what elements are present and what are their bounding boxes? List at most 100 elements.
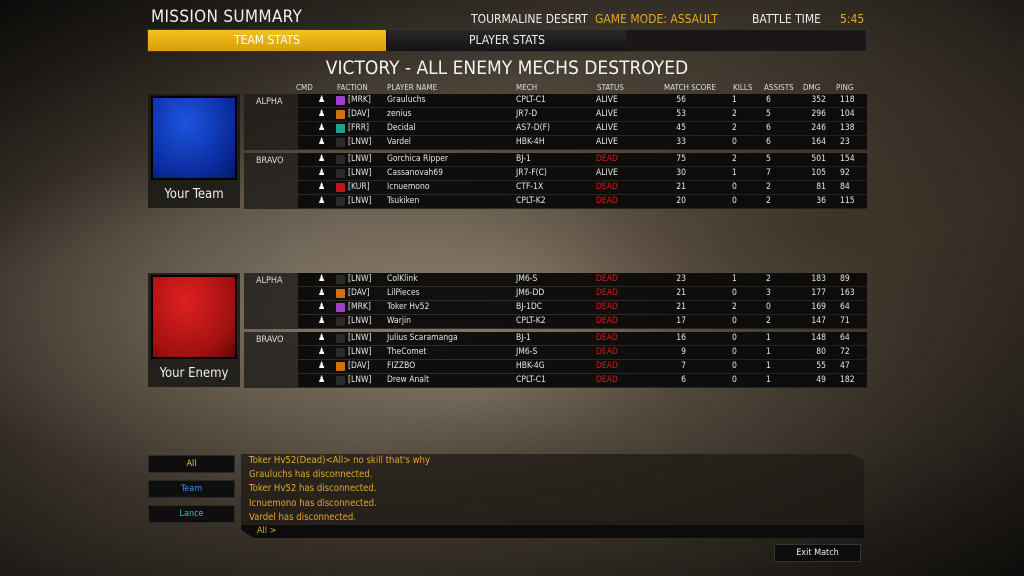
kills: 0 — [732, 333, 737, 343]
match-score: 16 — [676, 333, 686, 343]
player-row[interactable]: ♟ [LNW] Gorchica Ripper BJ-1 DEAD 75 2 5… — [298, 153, 867, 166]
match-score: 21 — [676, 182, 686, 192]
mech: JM6-S — [516, 274, 538, 284]
player-row[interactable]: ♟ [LNW] ColKlink JM6-S DEAD 23 1 2 183 8… — [298, 273, 867, 286]
match-score: 45 — [676, 123, 686, 133]
player-row[interactable]: ♟ [LNW] Tsukiken CPLT-K2 DEAD 20 0 2 36 … — [298, 195, 867, 208]
kills: 1 — [732, 274, 737, 284]
team-flag — [151, 96, 237, 180]
cmd-slot — [298, 122, 314, 135]
player-row[interactable]: ♟ [LNW] Cassanovah69 JR7-F(C) ALIVE 30 1… — [298, 167, 867, 180]
player-name: Tsukiken — [387, 196, 420, 206]
damage: 55 — [816, 361, 826, 371]
assists: 0 — [766, 302, 771, 312]
kills: 0 — [732, 288, 737, 298]
player-row[interactable]: ♟ [DAV] LilPieces JM6-DD DEAD 21 0 3 177… — [298, 287, 867, 300]
kills: 0 — [732, 316, 737, 326]
kills: 0 — [732, 182, 737, 192]
player-row[interactable]: ♟ [LNW] Julius Scaramanga BJ-1 DEAD 16 0… — [298, 332, 867, 345]
player-row[interactable]: ♟ [DAV] zenius JR7-D ALIVE 53 2 5 296 10… — [298, 108, 867, 121]
player-icon: ♟ — [318, 347, 326, 357]
damage: 183 — [811, 274, 826, 284]
damage: 105 — [811, 168, 826, 178]
faction-icon — [336, 275, 345, 284]
cmd-slot — [298, 301, 314, 314]
lance-name: BRAVO — [256, 156, 284, 166]
faction-tag: [LNW] — [348, 316, 372, 326]
ping: 23 — [840, 137, 850, 147]
damage: 49 — [816, 375, 826, 385]
kills: 2 — [732, 123, 737, 133]
status: ALIVE — [596, 95, 618, 105]
lance-alpha: ALPHA ♟ [LNW] ColKlink JM6-S DEAD 23 1 2… — [244, 273, 867, 329]
faction-icon — [336, 197, 345, 206]
kills: 2 — [732, 154, 737, 164]
chat-channel-team-button[interactable]: Team — [148, 480, 235, 498]
damage: 148 — [811, 333, 826, 343]
status: DEAD — [596, 182, 618, 192]
chat-channel-all-button[interactable]: All — [148, 455, 235, 473]
assists: 2 — [766, 274, 771, 284]
lance-name: BRAVO — [256, 335, 284, 345]
assists: 1 — [766, 361, 771, 371]
player-name: ColKlink — [387, 274, 418, 284]
damage: 246 — [811, 123, 826, 133]
assists: 7 — [766, 168, 771, 178]
mech: CPLT-C1 — [516, 95, 546, 105]
player-row[interactable]: ♟ [LNW] Drew Analt CPLT-C1 DEAD 6 0 1 49… — [298, 374, 867, 387]
player-row[interactable]: ♟ [MRK] Grauluchs CPLT-C1 ALIVE 56 1 6 3… — [298, 94, 867, 107]
ping: 72 — [840, 347, 850, 357]
mech: JM6-DD — [516, 288, 545, 298]
mech: CPLT-C1 — [516, 375, 546, 385]
player-row[interactable]: ♟ [DAV] FIZZBO HBK-4G DEAD 7 0 1 55 47 — [298, 360, 867, 373]
column-header: ASSISTS — [764, 83, 794, 92]
kills: 2 — [732, 302, 737, 312]
faction-tag: [MRK] — [348, 95, 371, 105]
faction-icon — [336, 124, 345, 133]
assists: 2 — [766, 182, 771, 192]
team-label: Your Enemy — [159, 366, 229, 381]
player-row[interactable]: ♟ [LNW] Vardel HBK-4H ALIVE 33 0 6 164 2… — [298, 136, 867, 149]
faction-icon — [336, 183, 345, 192]
player-name: TheComet — [387, 347, 427, 357]
player-icon: ♟ — [318, 196, 326, 206]
player-name: Warjin — [387, 316, 411, 326]
player-row[interactable]: ♟ [LNW] Warjin CPLT-K2 DEAD 17 0 2 147 7… — [298, 315, 867, 328]
column-header: KILLS — [733, 83, 753, 92]
mech: JR7-F(C) — [516, 168, 547, 178]
player-row[interactable]: ♟ [MRK] Toker Hv52 BJ-1DC DEAD 21 2 0 16… — [298, 301, 867, 314]
assists: 1 — [766, 333, 771, 343]
match-score: 33 — [676, 137, 686, 147]
map-name: TOURMALINE DESERT — [471, 12, 588, 26]
status: ALIVE — [596, 123, 618, 133]
tab-team-stats[interactable]: TEAM STATS — [148, 30, 386, 51]
player-icon: ♟ — [318, 137, 326, 147]
match-score: 56 — [676, 95, 686, 105]
faction-tag: [LNW] — [348, 347, 372, 357]
kills: 0 — [732, 361, 737, 371]
exit-match-button[interactable]: Exit Match — [774, 544, 861, 562]
faction-tag: [LNW] — [348, 168, 372, 178]
status: DEAD — [596, 333, 618, 343]
player-row[interactable]: ♟ [LNW] TheComet JM6-S DEAD 9 0 1 80 72 — [298, 346, 867, 359]
ping: 47 — [840, 361, 850, 371]
lance-alpha: ALPHA ♟ [MRK] Grauluchs CPLT-C1 ALIVE 56… — [244, 94, 867, 150]
faction-icon — [336, 169, 345, 178]
cmd-slot — [298, 108, 314, 121]
chat-channel-lance-button[interactable]: Lance — [148, 505, 235, 523]
column-header: PLAYER NAME — [387, 83, 438, 92]
ping: 163 — [840, 288, 855, 298]
status: DEAD — [596, 302, 618, 312]
player-icon: ♟ — [318, 375, 326, 385]
faction-tag: [LNW] — [348, 375, 372, 385]
chat-input[interactable]: All > — [241, 525, 864, 538]
player-name: Drew Analt — [387, 375, 430, 385]
assists: 6 — [766, 123, 771, 133]
player-icon: ♟ — [318, 154, 326, 164]
tab-player-stats[interactable]: PLAYER STATS — [388, 30, 626, 51]
cmd-slot — [298, 136, 314, 149]
player-row[interactable]: ♟ [KUR] Icnuemono CTF-1X DEAD 21 0 2 81 … — [298, 181, 867, 194]
kills: 1 — [732, 168, 737, 178]
column-header: CMD — [296, 83, 313, 92]
player-row[interactable]: ♟ [FRR] Decidal AS7-D(F) ALIVE 45 2 6 24… — [298, 122, 867, 135]
